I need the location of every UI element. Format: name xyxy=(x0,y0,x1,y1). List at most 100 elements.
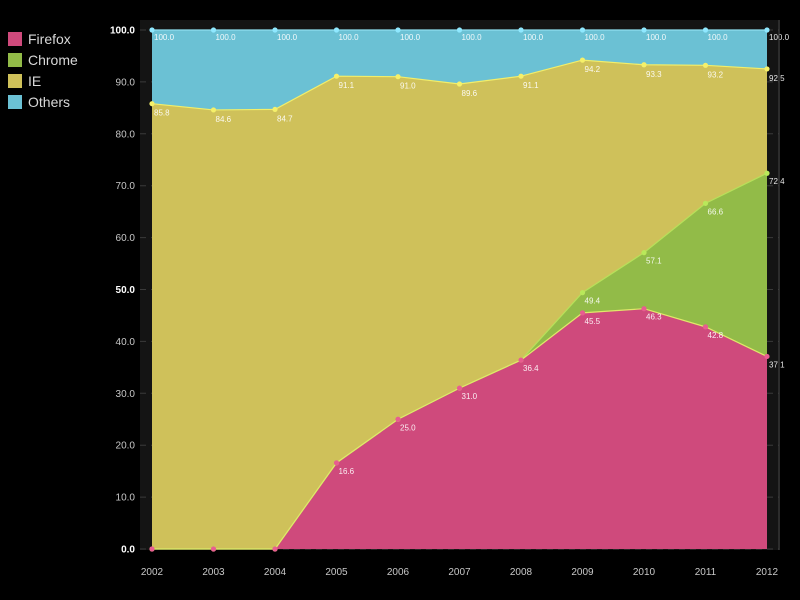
point-ie xyxy=(641,62,647,68)
point-others xyxy=(518,27,524,33)
point-ie xyxy=(518,73,524,79)
x-tick-label: 2007 xyxy=(448,567,471,578)
point-others xyxy=(210,27,217,33)
point-firefox xyxy=(641,306,647,312)
point-others xyxy=(579,27,586,33)
data-label-ie: 91.1 xyxy=(523,81,539,90)
data-labels: 100.0 100.0 100.0 100.0 100.0 100.0 100.0 100.0… xyxy=(154,33,790,476)
y-tick-label: 10.0 xyxy=(116,493,136,504)
data-label-others: 100.0 xyxy=(646,33,667,42)
legend-item: Others xyxy=(8,91,78,112)
x-tick-label: 2004 xyxy=(264,567,287,578)
point-others xyxy=(641,27,647,33)
point-others xyxy=(702,27,709,33)
data-label-ie: 85.8 xyxy=(154,109,170,118)
point-others xyxy=(272,27,278,33)
legend-label: Others xyxy=(28,93,71,110)
data-label-firefox: 46.3 xyxy=(646,313,662,322)
data-label-chrome: 72.4 xyxy=(769,177,785,186)
point-firefox xyxy=(395,416,401,422)
point-ie xyxy=(272,106,278,113)
data-label-ie: 91.0 xyxy=(400,82,416,91)
point-ie xyxy=(702,62,709,68)
point-ie xyxy=(456,81,463,87)
data-label-chrome: 49.4 xyxy=(585,297,601,306)
data-label-ie: 89.6 xyxy=(462,89,478,98)
x-axis: 2002 2003 2004 2005 2006 2007 2008 2009 2010 2011… xyxy=(141,567,779,578)
point-firefox xyxy=(764,353,770,360)
y-tick-label: 20.0 xyxy=(116,441,136,452)
legend-swatch xyxy=(8,52,22,67)
point-firefox xyxy=(579,310,586,316)
point-ie xyxy=(333,73,340,79)
point-firefox xyxy=(210,546,217,552)
data-label-others: 100.0 xyxy=(216,33,237,42)
data-label-ie: 93.3 xyxy=(646,70,662,79)
point-chrome xyxy=(702,200,709,206)
legend-swatch xyxy=(8,94,22,109)
y-tick-label: 0.0 xyxy=(121,545,135,556)
data-label-ie: 92.5 xyxy=(769,74,785,83)
x-tick-label: 2009 xyxy=(571,567,594,578)
area-fills xyxy=(152,30,767,550)
data-label-others: 100.0 xyxy=(154,33,175,42)
point-others xyxy=(456,27,463,33)
y-tick-label: 60.0 xyxy=(116,233,136,244)
point-firefox xyxy=(333,460,340,466)
point-firefox xyxy=(518,357,524,363)
point-chrome xyxy=(579,290,586,296)
x-tick-label: 2002 xyxy=(141,567,164,578)
data-label-others: 100.0 xyxy=(339,33,360,42)
point-chrome xyxy=(764,170,770,176)
data-label-chrome: 31.0 xyxy=(462,392,478,401)
data-label-chrome: 36.4 xyxy=(523,364,539,373)
data-label-ie: 84.7 xyxy=(277,114,293,123)
point-others xyxy=(333,27,340,33)
point-ie xyxy=(395,74,401,80)
legend-item: IE xyxy=(8,70,78,91)
point-firefox xyxy=(272,546,278,552)
legend-label: Chrome xyxy=(28,51,78,68)
data-label-others: 100.0 xyxy=(277,33,298,42)
data-label-others: 100.0 xyxy=(523,33,544,42)
point-others xyxy=(395,27,401,33)
data-label-firefox: 37.1 xyxy=(769,360,785,369)
y-tick-label: 70.0 xyxy=(116,181,136,192)
point-ie xyxy=(579,57,586,63)
x-tick-label: 2005 xyxy=(325,567,348,578)
y-tick-label: 80.0 xyxy=(116,129,136,140)
data-label-ie: 91.1 xyxy=(339,81,355,90)
point-chrome xyxy=(641,250,647,256)
data-label-ie: 84.6 xyxy=(216,115,232,124)
x-tick-label: 2008 xyxy=(510,567,533,578)
y-tick-label: 90.0 xyxy=(116,77,136,88)
x-tick-label: 2010 xyxy=(633,567,656,578)
point-ie xyxy=(149,101,155,107)
point-ie xyxy=(210,107,217,113)
x-tick-label: 2011 xyxy=(695,567,717,578)
point-others xyxy=(149,27,155,33)
data-label-ie: 94.2 xyxy=(585,65,601,74)
data-label-chrome: 57.1 xyxy=(646,257,662,266)
point-firefox xyxy=(456,385,463,391)
data-label-others: 100.0 xyxy=(708,33,729,42)
y-tick-label: 100.0 xyxy=(110,26,135,37)
legend: Firefox Chrome IE Others xyxy=(8,28,78,112)
y-tick-label: 50.0 xyxy=(116,285,136,296)
legend-item: Firefox xyxy=(8,28,78,49)
data-label-chrome: 66.6 xyxy=(708,207,724,216)
legend-label: IE xyxy=(28,72,42,89)
legend-label: Firefox xyxy=(28,30,71,47)
legend-swatch xyxy=(8,73,22,88)
point-firefox xyxy=(702,324,709,330)
area-firefox xyxy=(152,308,767,549)
legend-item: Chrome xyxy=(8,49,78,70)
data-label-others: 100.0 xyxy=(462,33,483,42)
point-others xyxy=(764,27,770,33)
y-axis: 0.0 10.0 20.0 30.0 40.0 50.0 60.0 70.0 80.0 90.0 1… xyxy=(110,20,780,556)
point-ie xyxy=(764,66,770,72)
y-tick-label: 40.0 xyxy=(116,337,136,348)
data-label-chrome: 25.0 xyxy=(400,423,416,432)
legend-swatch xyxy=(8,31,22,46)
